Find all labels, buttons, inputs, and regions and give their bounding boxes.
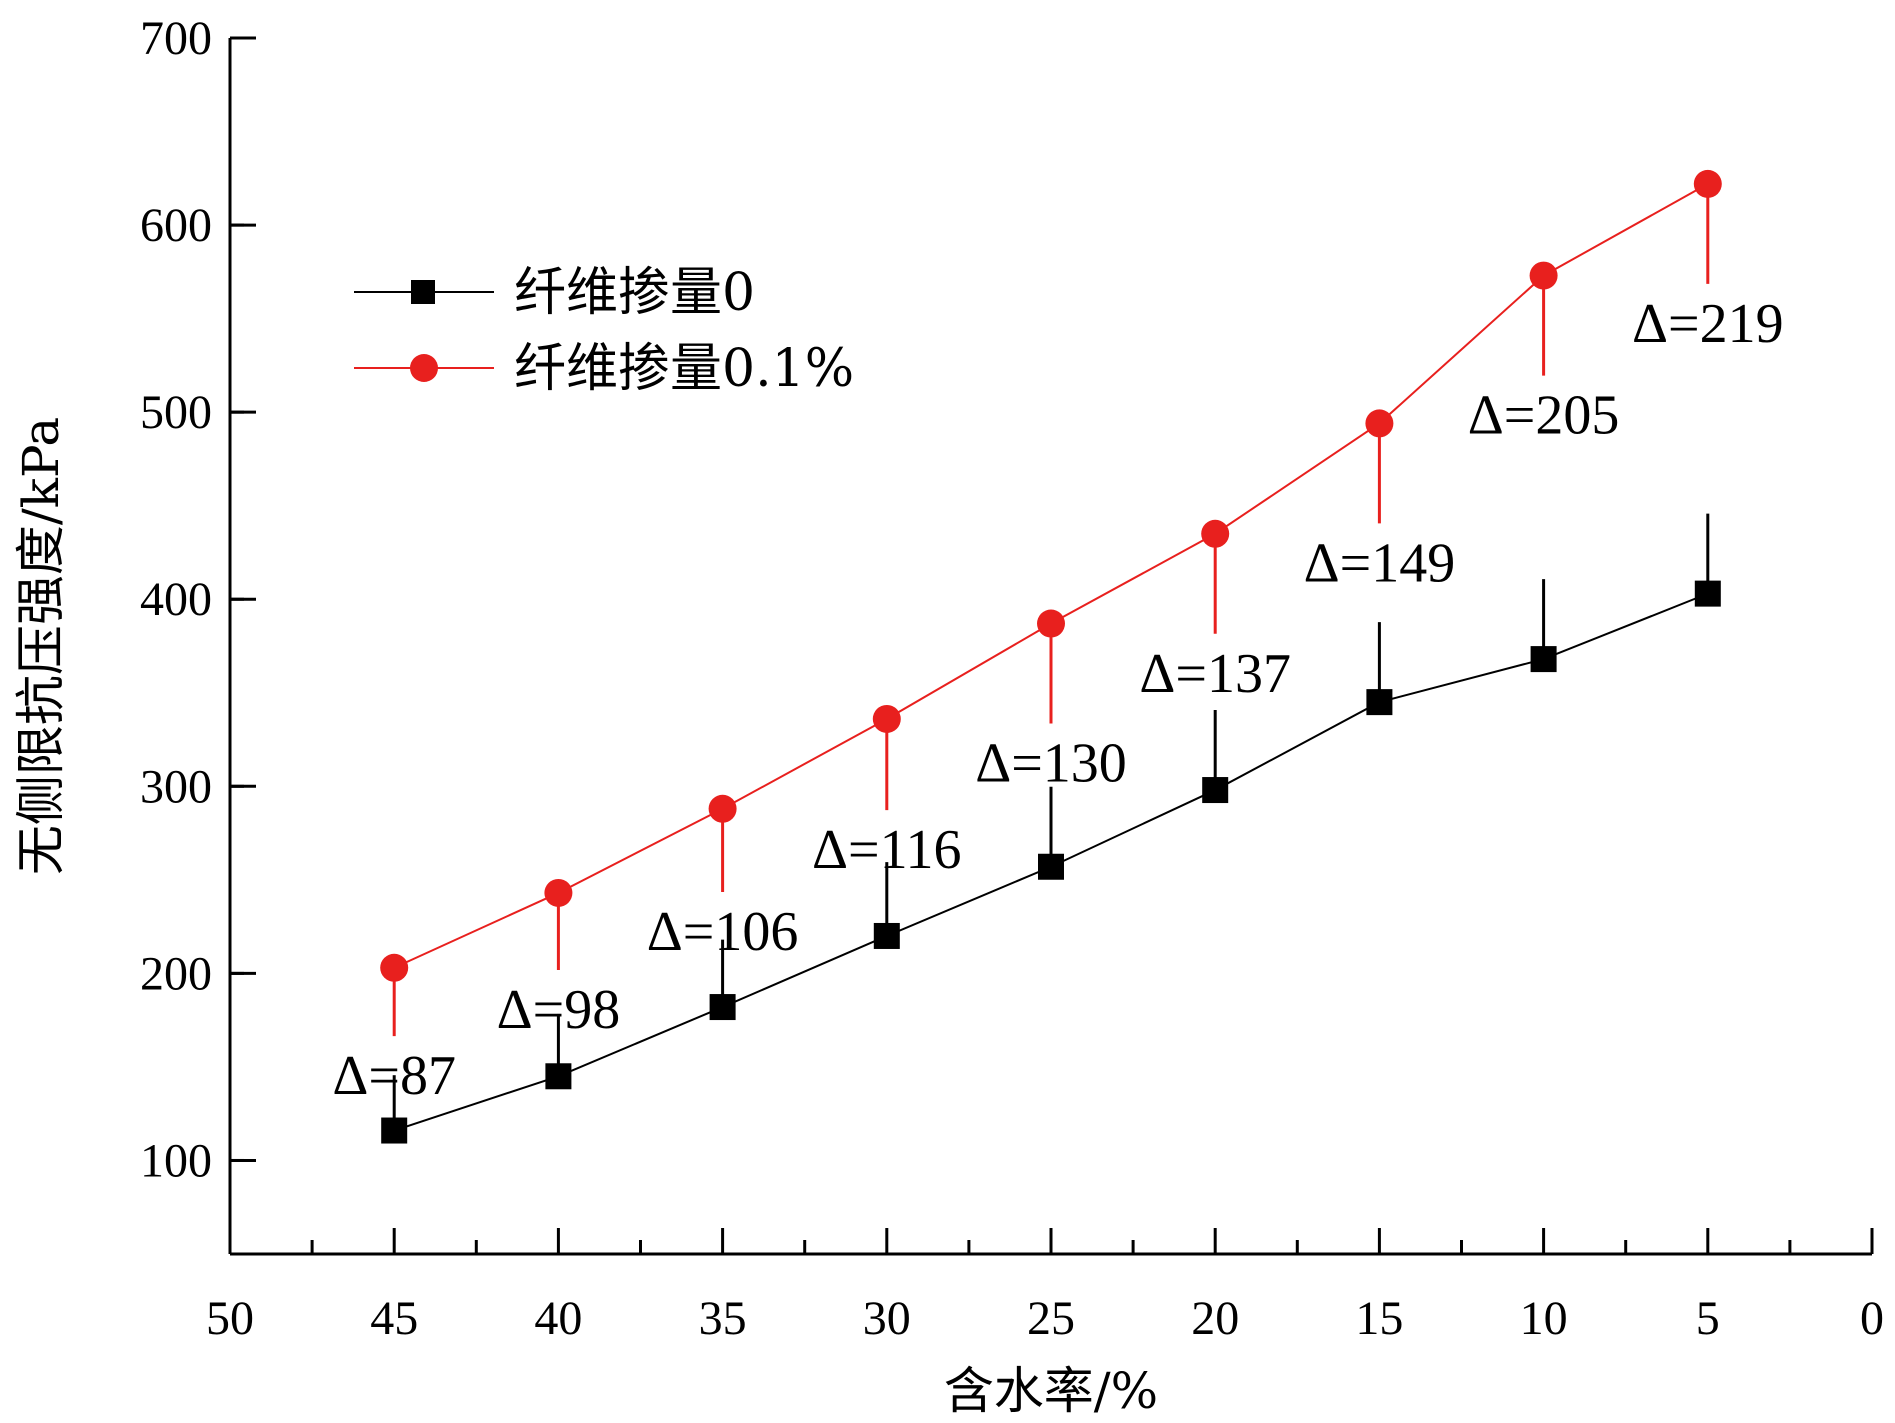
point-fiber-0-1 xyxy=(872,704,901,733)
x-tick-label: 10 xyxy=(1520,1292,1568,1345)
delta-label: Δ=98 xyxy=(497,979,621,1041)
point-fiber-0-1 xyxy=(1037,609,1065,638)
point-fiber-0 xyxy=(1038,853,1064,880)
y-tick-label: 300 xyxy=(140,760,212,813)
delta-label: Δ=149 xyxy=(1304,532,1456,594)
point-fiber-0-1 xyxy=(380,953,409,982)
legend-marker-circle xyxy=(410,354,438,382)
point-fiber-0 xyxy=(545,1063,572,1090)
delta-label: Δ=219 xyxy=(1632,293,1784,355)
point-fiber-0-1 xyxy=(544,878,573,907)
x-tick-label: 0 xyxy=(1860,1292,1884,1345)
point-fiber-0-1 xyxy=(1365,409,1394,438)
x-tick-label: 35 xyxy=(699,1292,747,1345)
point-fiber-0 xyxy=(1366,689,1393,716)
delta-label: Δ=205 xyxy=(1468,385,1620,447)
x-tick-label: 30 xyxy=(863,1292,911,1345)
y-tick-label: 700 xyxy=(140,12,212,65)
y-tick-label: 400 xyxy=(140,573,212,626)
point-fiber-0 xyxy=(1202,777,1229,804)
x-tick-label: 45 xyxy=(370,1292,418,1345)
x-tick-label: 25 xyxy=(1027,1292,1075,1345)
delta-label: Δ=130 xyxy=(975,733,1127,795)
point-fiber-0 xyxy=(1530,646,1557,673)
x-tick-label: 20 xyxy=(1191,1292,1239,1345)
delta-label: Δ=137 xyxy=(1139,643,1291,705)
point-fiber-0 xyxy=(1694,580,1721,607)
x-tick-label: 15 xyxy=(1355,1292,1403,1345)
y-tick-label: 500 xyxy=(140,386,212,439)
markers xyxy=(380,169,1722,1144)
x-axis-title: 含水率/% xyxy=(944,1362,1158,1420)
x-tick-label: 50 xyxy=(206,1292,254,1345)
y-axis-title: 无侧限抗压强度/kPa xyxy=(12,417,70,875)
point-fiber-0 xyxy=(381,1117,408,1144)
point-fiber-0-1 xyxy=(708,794,737,823)
point-fiber-0-1 xyxy=(1529,261,1558,290)
y-tick-label: 600 xyxy=(140,199,212,252)
point-fiber-0-1 xyxy=(1201,519,1230,548)
legend-label: 纤维掺量0 xyxy=(514,263,755,323)
point-fiber-0 xyxy=(873,922,900,949)
x-tick-label: 5 xyxy=(1696,1292,1720,1345)
x-tick-label: 40 xyxy=(534,1292,582,1345)
legend-marker-square xyxy=(411,280,435,304)
point-fiber-0-1 xyxy=(1693,169,1722,198)
legend-label: 纤维掺量0.1% xyxy=(514,339,854,399)
delta-label: Δ=87 xyxy=(332,1045,456,1107)
legend: 纤维掺量0 纤维掺量0.1% xyxy=(354,263,854,399)
point-fiber-0 xyxy=(709,994,736,1021)
delta-label: Δ=106 xyxy=(647,901,799,963)
y-tick-label: 200 xyxy=(140,947,212,1000)
delta-label: Δ=116 xyxy=(812,819,962,881)
y-tick-label: 100 xyxy=(140,1134,212,1187)
